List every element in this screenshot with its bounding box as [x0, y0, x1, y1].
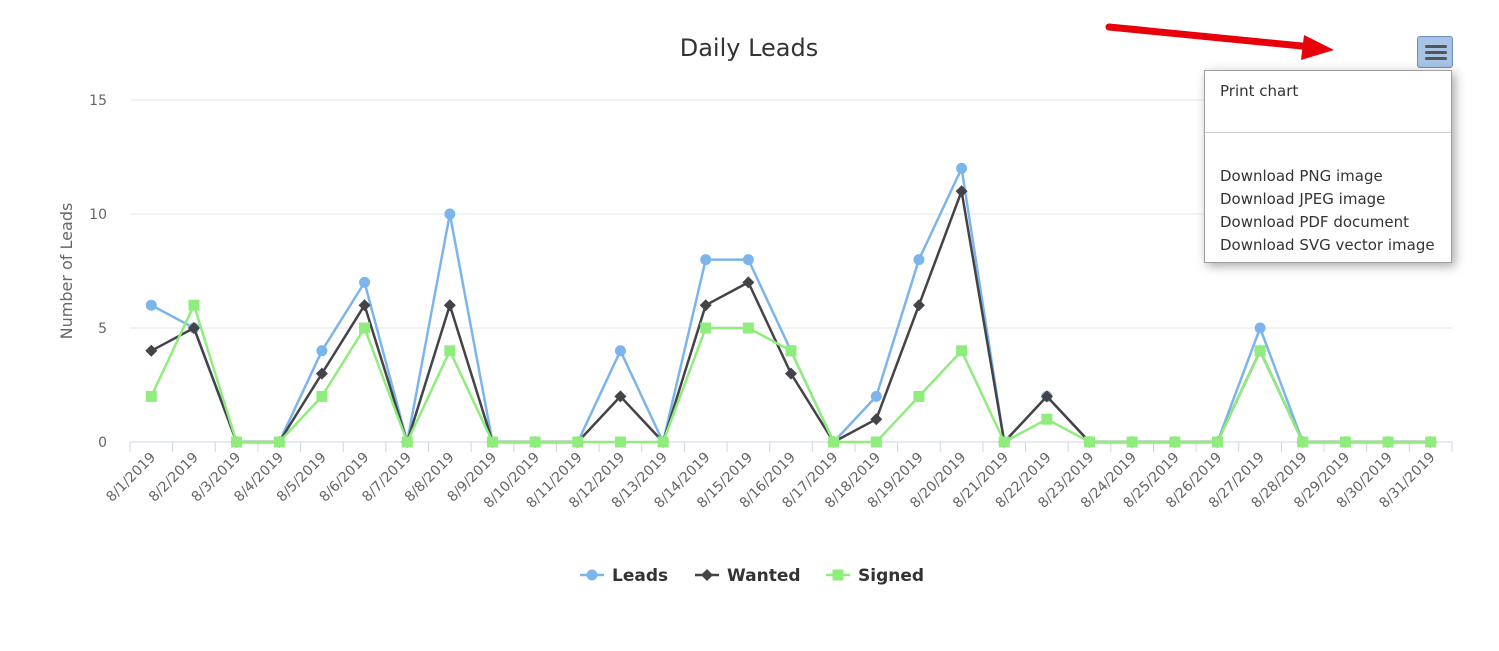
data-point-signed[interactable] [1084, 436, 1096, 448]
series-group [145, 162, 1437, 448]
legend-label: Wanted [727, 566, 801, 586]
data-point-leads[interactable] [614, 345, 626, 357]
data-point-leads[interactable] [700, 254, 712, 266]
data-point-signed[interactable] [529, 436, 541, 448]
data-point-signed[interactable] [188, 299, 200, 311]
data-point-wanted[interactable] [870, 413, 883, 426]
legend[interactable]: Leads Wanted Signed [580, 566, 924, 586]
y-tick-label: 15 [89, 93, 107, 109]
data-point-signed[interactable] [1425, 436, 1437, 448]
data-point-signed[interactable] [231, 436, 243, 448]
data-point-leads[interactable] [742, 254, 754, 266]
data-point-signed[interactable] [572, 436, 584, 448]
menu-item-download-jpeg[interactable]: Download JPEG image [1220, 190, 1386, 208]
data-point-signed[interactable] [1126, 436, 1138, 448]
data-point-signed[interactable] [1169, 436, 1181, 448]
data-point-signed[interactable] [273, 436, 285, 448]
legend-label: Signed [858, 566, 924, 586]
legend-marker-signed [832, 569, 844, 581]
data-point-signed[interactable] [1211, 436, 1223, 448]
legend-label: Leads [612, 566, 668, 586]
export-menu: Print chart Download PNG image Download … [1204, 70, 1452, 263]
menu-item-download-pdf[interactable]: Download PDF document [1220, 213, 1410, 231]
data-point-signed[interactable] [1254, 345, 1266, 357]
y-tick-label: 5 [98, 321, 107, 337]
data-point-signed[interactable] [742, 322, 754, 334]
data-point-signed[interactable] [614, 436, 626, 448]
data-point-wanted[interactable] [187, 322, 200, 334]
data-point-signed[interactable] [316, 390, 328, 402]
legend-marker-wanted [701, 569, 713, 581]
legend-item-signed[interactable]: Signed [826, 566, 924, 586]
data-point-leads[interactable] [145, 299, 157, 311]
legend-marker-leads [586, 569, 598, 581]
data-point-wanted[interactable] [955, 185, 968, 198]
data-point-signed[interactable] [1339, 436, 1351, 448]
menu-separator [1205, 132, 1451, 133]
red-arrow-icon [1105, 23, 1334, 60]
y-axis-label: Number of Leads [57, 203, 76, 340]
data-point-leads[interactable] [870, 390, 882, 402]
x-axis: 8/1/20198/2/20198/3/20198/4/20198/5/2019… [103, 442, 1453, 512]
data-point-signed[interactable] [1041, 413, 1053, 425]
data-point-wanted[interactable] [358, 299, 371, 312]
data-point-signed[interactable] [657, 436, 669, 448]
data-point-wanted[interactable] [785, 367, 797, 380]
data-point-wanted[interactable] [614, 390, 627, 403]
data-point-signed[interactable] [700, 322, 712, 334]
menu-item-print-chart[interactable]: Print chart [1220, 82, 1299, 100]
data-point-signed[interactable] [785, 345, 797, 357]
data-point-signed[interactable] [145, 390, 157, 402]
data-point-signed[interactable] [870, 436, 882, 448]
data-point-wanted[interactable] [443, 299, 456, 312]
menu-item-download-png[interactable]: Download PNG image [1220, 167, 1383, 185]
legend-item-wanted[interactable]: Wanted [695, 566, 801, 586]
data-point-leads[interactable] [444, 208, 456, 220]
data-point-leads[interactable] [359, 276, 371, 288]
data-point-wanted[interactable] [315, 367, 328, 380]
data-point-signed[interactable] [486, 436, 498, 448]
hamburger-menu-icon[interactable] [1417, 36, 1453, 68]
data-point-signed[interactable] [913, 390, 925, 402]
y-axis: 0 5 10 15 [89, 93, 107, 451]
data-point-leads[interactable] [913, 254, 925, 266]
legend-item-leads[interactable]: Leads [580, 566, 668, 586]
data-point-wanted[interactable] [1040, 390, 1053, 403]
data-point-wanted[interactable] [699, 299, 712, 312]
data-point-signed[interactable] [359, 322, 371, 334]
data-point-signed[interactable] [828, 436, 840, 448]
data-point-leads[interactable] [316, 345, 328, 357]
data-point-leads[interactable] [956, 162, 968, 174]
data-point-signed[interactable] [444, 345, 456, 357]
data-point-signed[interactable] [998, 436, 1010, 448]
data-point-wanted[interactable] [742, 276, 755, 289]
y-tick-label: 0 [98, 435, 107, 451]
data-point-wanted[interactable] [912, 299, 925, 312]
data-point-signed[interactable] [1382, 436, 1394, 448]
data-point-leads[interactable] [1254, 322, 1266, 334]
data-point-signed[interactable] [956, 345, 968, 357]
data-point-wanted[interactable] [145, 344, 158, 357]
chart-title: Daily Leads [680, 34, 819, 62]
y-tick-label: 10 [89, 207, 107, 223]
data-point-signed[interactable] [401, 436, 413, 448]
menu-item-download-svg[interactable]: Download SVG vector image [1220, 236, 1435, 254]
data-point-signed[interactable] [1297, 436, 1309, 448]
